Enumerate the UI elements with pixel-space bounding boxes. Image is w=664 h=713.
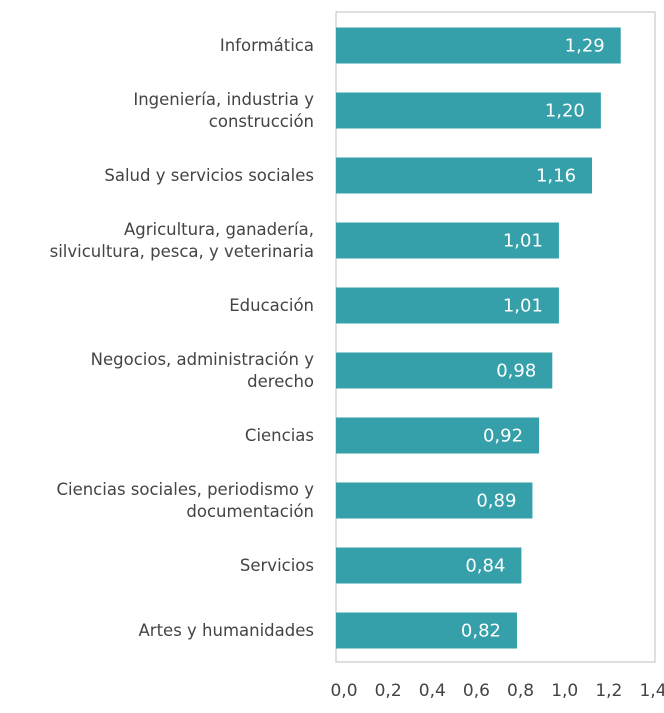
bar: [336, 352, 553, 389]
x-tick-label: 0,8: [507, 681, 534, 701]
bar: [336, 92, 601, 129]
bar: [336, 27, 621, 64]
category-label: Ciencias: [244, 425, 314, 445]
value-label: 1,01: [503, 231, 543, 252]
bar: [336, 157, 593, 194]
x-tick-label: 0,6: [463, 681, 490, 701]
category-label: Educación: [229, 295, 314, 315]
value-label: 1,29: [565, 36, 605, 57]
value-label: 0,82: [461, 621, 501, 642]
category-label: Informática: [219, 35, 314, 55]
x-tick-label: 1,0: [551, 681, 578, 701]
value-label: 0,92: [483, 426, 523, 447]
x-tick-label: 1,2: [595, 681, 622, 701]
category-label: Agricultura, ganadería, silvicultura, pe…: [49, 219, 314, 261]
category-label: Servicios: [239, 555, 314, 575]
category-label: Salud y servicios sociales: [104, 165, 314, 185]
bar: [336, 612, 517, 649]
value-label: 1,01: [503, 296, 543, 317]
plot-frame: [335, 11, 656, 663]
bar: [336, 222, 559, 259]
category-label: Negocios, administración y derecho: [90, 349, 314, 391]
bar: [336, 417, 540, 454]
x-tick-label: 0,2: [375, 681, 402, 701]
category-label: Ingeniería, industria y construcción: [133, 89, 314, 131]
x-tick-label: 1,4: [639, 681, 664, 701]
bar: [336, 547, 522, 584]
value-label: 0,98: [496, 361, 536, 382]
category-label: Ciencias sociales, periodismo y document…: [56, 479, 314, 521]
x-tick-label: 0,0: [330, 681, 357, 701]
x-tick-label: 0,4: [419, 681, 446, 701]
value-label: 0,84: [465, 556, 505, 577]
value-label: 1,16: [536, 166, 576, 187]
category-label: Artes y humanidades: [138, 620, 315, 640]
bar: [336, 287, 559, 324]
value-label: 0,89: [476, 491, 516, 512]
value-label: 1,20: [545, 101, 585, 122]
bar: [336, 482, 533, 519]
